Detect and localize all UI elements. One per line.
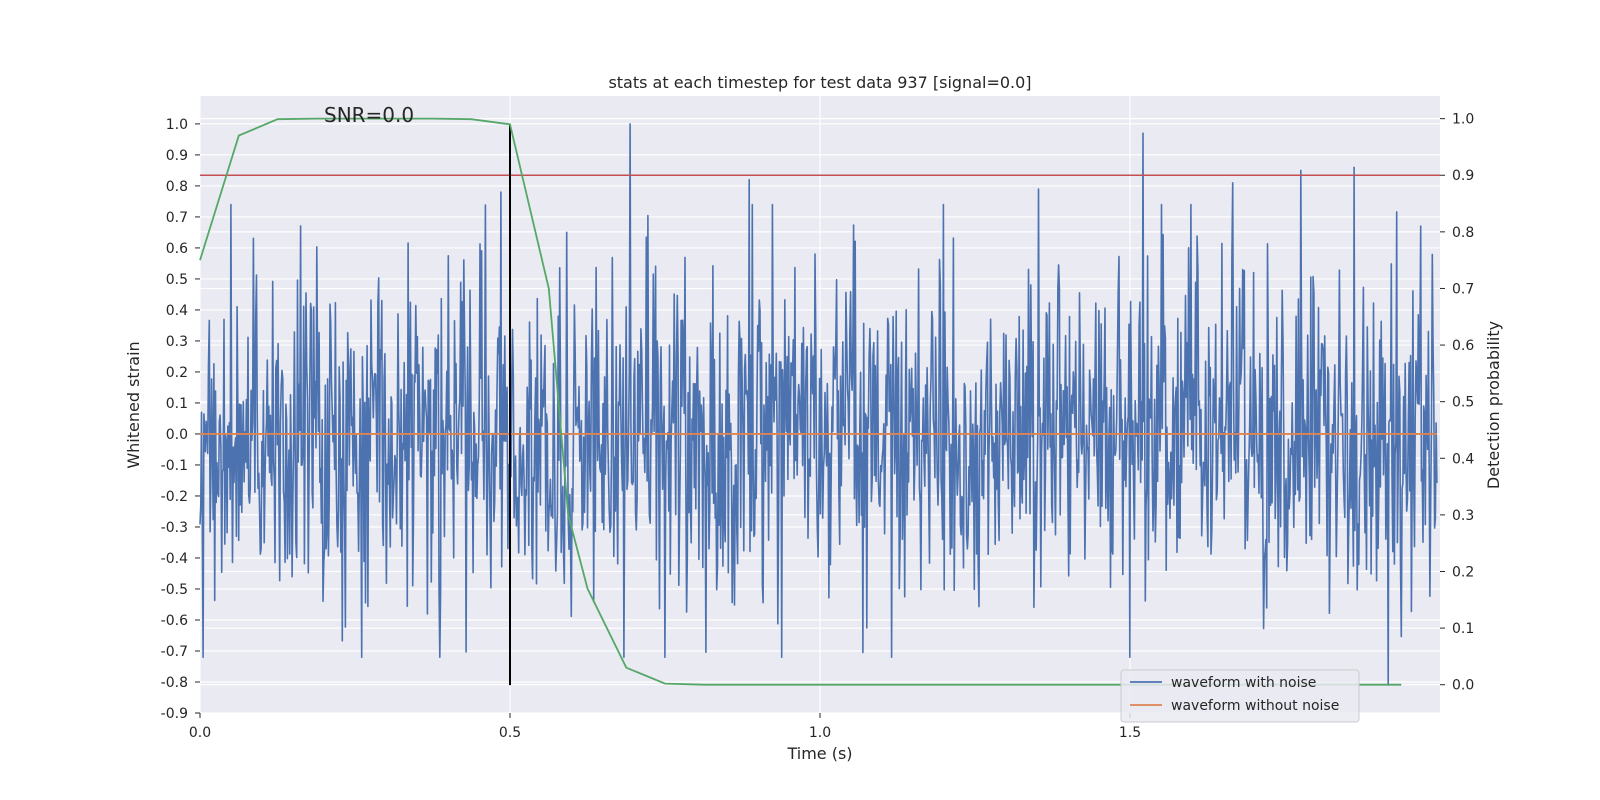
tick-label-y-left: -0.3 — [161, 520, 188, 536]
tick-label-y-right: 0.2 — [1452, 564, 1474, 580]
tick-label-y-left: -0.4 — [161, 551, 188, 567]
x-axis-label: Time (s) — [786, 744, 852, 763]
tick-label-y-right: 0.8 — [1452, 225, 1474, 241]
tick-label-y-right: 0.6 — [1452, 338, 1474, 354]
tick-label-y-left: 0.5 — [166, 272, 188, 288]
tick-label-y-left: -0.6 — [161, 613, 188, 629]
tick-label-y-left: -0.5 — [161, 582, 188, 598]
tick-label-y-left: 0.3 — [166, 334, 188, 350]
tick-label-x: 1.5 — [1119, 725, 1141, 741]
chart-title: stats at each timestep for test data 937… — [608, 73, 1031, 92]
tick-label-y-left: 0.4 — [166, 303, 188, 319]
tick-label-y-left: 0.2 — [166, 365, 188, 381]
y-right-axis-label: Detection probability — [1484, 321, 1503, 489]
tick-label-x: 1.0 — [809, 725, 831, 741]
tick-label-y-left: 1.0 — [166, 117, 188, 133]
noise-series-layer — [199, 123, 1438, 686]
tick-label-y-right: 0.0 — [1452, 678, 1474, 694]
tick-label-y-left: 0.6 — [166, 241, 188, 257]
tick-label-y-left: 0.8 — [166, 179, 188, 195]
tick-label-y-left: -0.7 — [161, 644, 188, 660]
legend-box — [1120, 669, 1360, 723]
tick-label-y-left: 0.7 — [166, 210, 188, 226]
series-waveform-with-noise — [199, 123, 1438, 686]
tick-layer: 1.0 0.9 0.8 0.7 0.6 0.5 0.4 0.3 0.2 0.1 0.0 -0.1 -0.… — [161, 112, 1475, 741]
legend: waveform with noise waveform without noi… — [1120, 669, 1360, 723]
tick-label-y-left: -0.9 — [161, 706, 188, 722]
tick-label-y-right: 1.0 — [1452, 112, 1474, 128]
legend-label-clean: waveform without noise — [1171, 698, 1339, 714]
tick-label-y-right: 0.9 — [1452, 168, 1474, 184]
tick-label-y-left: -0.8 — [161, 675, 188, 691]
snr-annotation: SNR=0.0 — [324, 103, 414, 127]
tick-label-y-right: 0.4 — [1452, 451, 1474, 467]
tick-label-y-right: 0.5 — [1452, 395, 1474, 411]
tick-label-y-right: 0.3 — [1452, 508, 1474, 524]
tick-label-y-left: 0.0 — [166, 427, 188, 443]
tick-label-y-left: 0.9 — [166, 148, 188, 164]
tick-label-x: 0.0 — [189, 725, 211, 741]
tick-label-y-left: -0.1 — [161, 458, 188, 474]
tick-label-y-left: -0.2 — [161, 489, 188, 505]
legend-label-noise: waveform with noise — [1171, 675, 1316, 691]
y-left-axis-label: Whitened strain — [124, 341, 143, 468]
tick-label-x: 0.5 — [499, 725, 521, 741]
tick-label-y-left: 0.1 — [166, 396, 188, 412]
tick-label-y-right: 0.1 — [1452, 621, 1474, 637]
tick-label-y-right: 0.7 — [1452, 281, 1474, 297]
